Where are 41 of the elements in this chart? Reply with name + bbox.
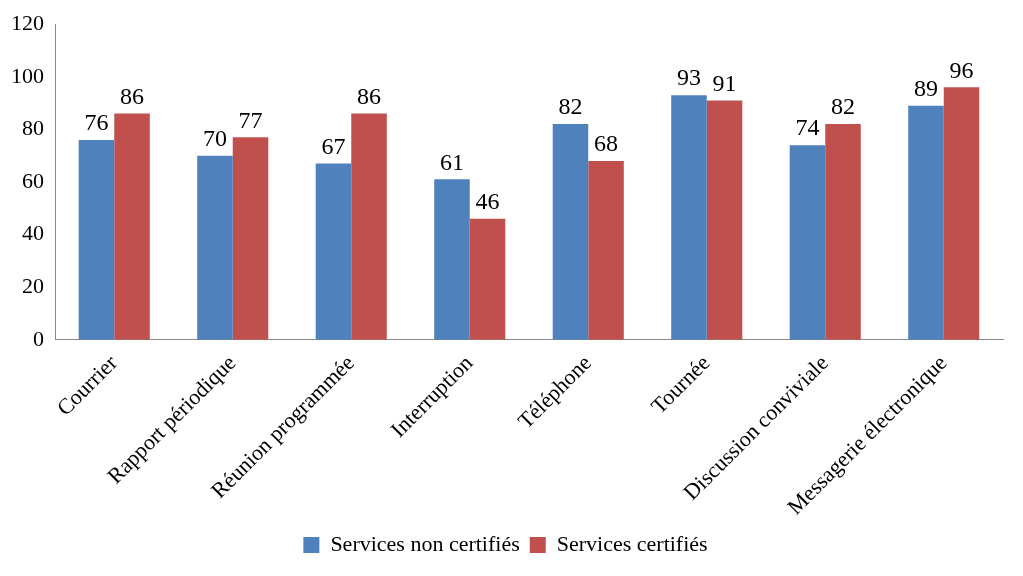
data-label: 86 — [357, 82, 382, 109]
bar — [114, 113, 150, 340]
legend-label: Services certifiés — [556, 530, 708, 556]
legend-label: Services non certifiés — [330, 530, 520, 556]
y-tick-label: 100 — [11, 62, 44, 88]
bar — [908, 105, 944, 340]
data-label: 61 — [439, 148, 464, 175]
data-label: 89 — [913, 75, 938, 102]
bar — [351, 113, 387, 340]
y-tick-label: 60 — [22, 167, 44, 193]
bar — [706, 100, 743, 340]
data-label: 74 — [795, 114, 820, 141]
y-tick-label: 40 — [22, 220, 44, 246]
data-label: 82 — [831, 93, 856, 120]
bar — [78, 139, 115, 340]
data-label: 46 — [475, 188, 500, 215]
bar — [943, 87, 980, 340]
data-label: 93 — [676, 64, 701, 91]
y-tick-label: 0 — [33, 325, 44, 351]
y-tick-label: 20 — [22, 272, 44, 298]
y-tick-label: 80 — [22, 115, 44, 141]
data-label: 67 — [321, 132, 346, 159]
data-label: 77 — [238, 106, 263, 133]
bar — [232, 137, 269, 340]
data-label: 76 — [84, 109, 109, 136]
data-label: 82 — [558, 93, 583, 120]
bar — [588, 160, 624, 340]
bar — [315, 163, 352, 340]
bar — [671, 95, 707, 340]
bar — [552, 124, 589, 340]
data-label: 96 — [949, 56, 974, 83]
data-label: 91 — [712, 69, 737, 96]
bar — [469, 218, 506, 340]
bar — [434, 179, 470, 340]
data-label: 68 — [594, 130, 619, 157]
data-label: 70 — [202, 124, 227, 151]
data-label: 86 — [120, 82, 145, 109]
bar — [825, 124, 861, 340]
bar — [197, 155, 233, 340]
y-tick-label: 120 — [11, 9, 44, 35]
bar — [789, 145, 826, 340]
